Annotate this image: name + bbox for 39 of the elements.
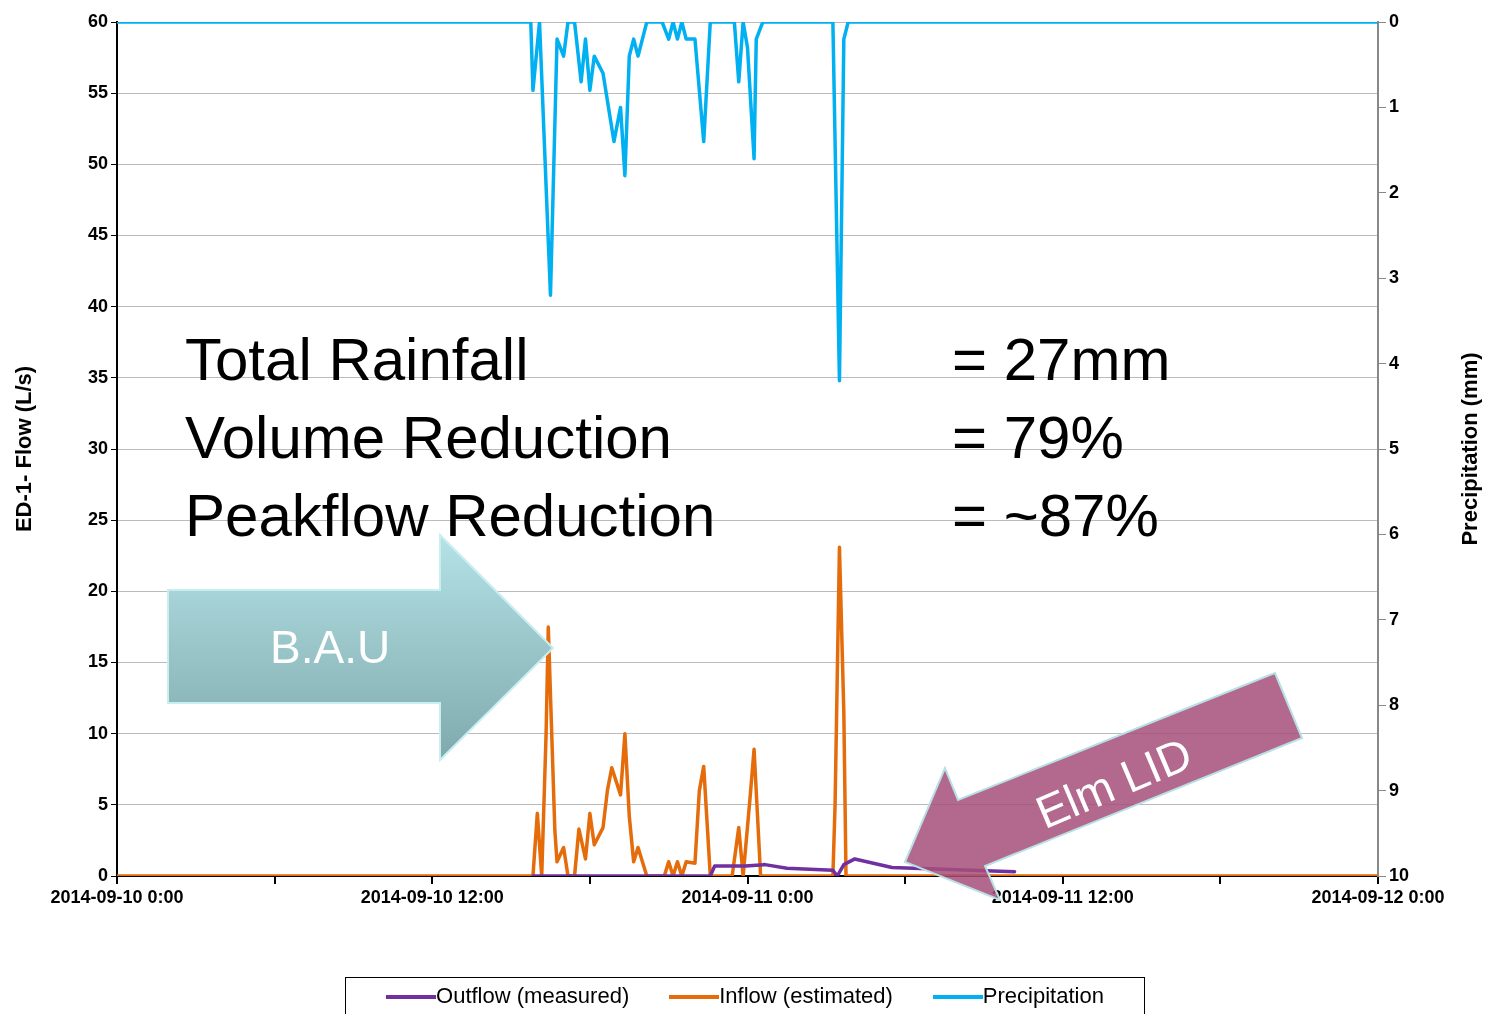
y-tick-label: 55	[87, 82, 108, 103]
text: Peakflow Reduction = ~87%	[185, 482, 1159, 549]
annotation: B.A.U	[270, 620, 391, 674]
y2-tick-label: 6	[1389, 523, 1400, 544]
x-tick-label: 2014-09-12 0:00	[1311, 886, 1445, 907]
y2-tick-label: 8	[1389, 694, 1400, 715]
legend-label: Precipitation	[981, 983, 1104, 1009]
x-tick-label: 2014-09-11 12:00	[991, 886, 1134, 907]
y-tick-label: 25	[87, 509, 108, 530]
y-tick-label: 20	[87, 580, 108, 601]
y-tick-label: 5	[97, 793, 108, 814]
y2-tick-label: 5	[1389, 437, 1400, 458]
y-axis-title: ED-1- Flow (L/s)	[11, 365, 37, 533]
y-tick-label: 35	[87, 366, 108, 387]
y-tick-label: 10	[87, 722, 108, 743]
y-tick-label: 60	[87, 10, 108, 31]
y2-axis-title: Precipitation (mm)	[1457, 352, 1483, 546]
annotation: Elm LID	[1028, 726, 1200, 840]
y-tick-label: 0	[97, 864, 108, 885]
x-tick-label: 2014-09-11 0:00	[681, 886, 814, 907]
x-tick-label: 2014-09-10 0:00	[50, 886, 184, 907]
y2-tick-label: 10	[1389, 864, 1410, 885]
text: Total Rainfall = 27mm	[185, 326, 1171, 393]
y2-tick-label: 9	[1389, 779, 1400, 800]
y-tick-label: 45	[87, 224, 108, 245]
y2-tick-label: 0	[1389, 10, 1400, 31]
y-tick-label: 50	[87, 153, 108, 174]
y-tick-label: 15	[87, 651, 108, 672]
y2-tick-label: 1	[1389, 96, 1400, 117]
y2-tick-label: 2	[1389, 181, 1400, 202]
text: Volume Reduction = 79%	[185, 404, 1124, 471]
y-tick-label: 30	[87, 437, 108, 458]
legend-label: Outflow (measured)	[435, 983, 630, 1009]
y-tick-label: 40	[87, 295, 108, 316]
y2-tick-label: 3	[1389, 267, 1400, 288]
legend-label: Inflow (estimated)	[718, 983, 893, 1009]
y2-tick-label: 4	[1389, 352, 1400, 373]
x-tick-label: 2014-09-10 12:00	[360, 886, 504, 907]
y2-tick-label: 7	[1389, 608, 1400, 629]
